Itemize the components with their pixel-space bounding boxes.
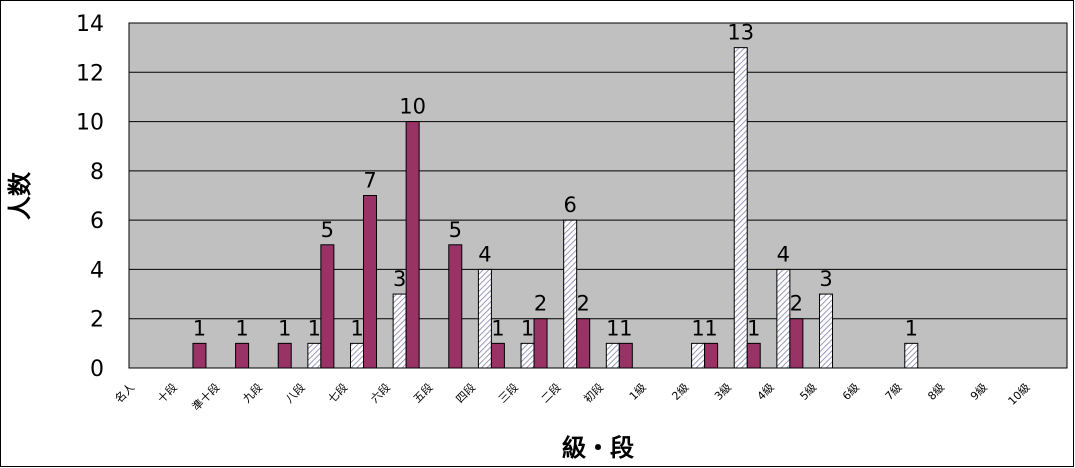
bar	[392, 293, 407, 369]
data-label: 1	[691, 316, 704, 340]
bar	[477, 268, 492, 369]
bar	[563, 219, 578, 369]
y-tick-label: 14	[76, 12, 104, 37]
x-tick-label: 二段	[538, 380, 563, 405]
plot-area	[128, 22, 1068, 369]
bar	[576, 318, 591, 369]
data-label: 1	[619, 316, 632, 340]
x-tick-label: 2級	[669, 381, 691, 403]
y-tick-label: 12	[76, 61, 104, 86]
x-axis-title: 級・段	[562, 434, 634, 462]
x-tick-label: 初段	[581, 380, 606, 405]
x-tick-label: 十段	[154, 380, 179, 405]
gridlines	[129, 22, 1067, 320]
bar	[448, 244, 463, 369]
data-label: 1	[704, 316, 717, 340]
y-tick-label: 10	[76, 111, 104, 136]
x-tick-label: 10級	[1006, 381, 1033, 408]
x-tick-label: 準十段	[189, 380, 222, 413]
bar	[405, 121, 420, 369]
data-label: 2	[790, 292, 803, 316]
data-label: 1	[235, 316, 248, 340]
data-label: 7	[363, 169, 376, 193]
y-axis-title: 人数	[6, 171, 34, 220]
data-label: 1	[606, 316, 619, 340]
x-tick-label: 名人	[112, 380, 137, 405]
bar	[307, 342, 322, 369]
bar	[320, 244, 335, 369]
category-labels: 名人 十段 準十段 九段 八段 七段 六段 五段 四段 三段 二段 初段 1級 2級 3級 4級 5級 6級 7級 8…	[112, 380, 1033, 413]
bars	[192, 47, 919, 369]
x-tick-label: 5級	[797, 381, 819, 403]
bar	[618, 342, 633, 369]
bar	[192, 342, 207, 369]
data-label: 4	[478, 242, 491, 266]
y-tick-label: 6	[90, 209, 104, 234]
bar	[490, 342, 505, 369]
x-tick-label: 七段	[325, 380, 350, 405]
bar	[704, 342, 719, 369]
x-tick-label: 三段	[495, 380, 520, 405]
bar	[235, 342, 250, 369]
bar	[520, 342, 535, 369]
data-label: 2	[534, 292, 547, 316]
data-label: 6	[563, 193, 576, 217]
y-tick-label: 8	[90, 160, 104, 185]
bar	[691, 342, 706, 369]
bar	[277, 342, 292, 369]
data-label: 1	[491, 316, 504, 340]
x-tick-label: 8級	[925, 381, 947, 403]
bar	[904, 342, 919, 369]
bar	[746, 342, 761, 369]
bar	[363, 195, 377, 369]
data-label: 1	[350, 316, 363, 340]
data-label: 1	[747, 316, 760, 340]
bar	[733, 47, 748, 369]
x-tick-label: 7級	[883, 381, 905, 403]
y-tick-label: 0	[90, 357, 104, 382]
x-tick-label: 八段	[282, 380, 307, 405]
bar	[533, 318, 548, 369]
data-label: 4	[777, 242, 790, 266]
bar	[776, 268, 791, 369]
y-tick-label: 4	[90, 258, 104, 283]
x-tick-label: 9級	[968, 381, 990, 403]
data-label: 10	[399, 95, 426, 119]
x-tick-label: 九段	[240, 380, 265, 405]
x-tick-label: 四段	[453, 380, 478, 405]
data-label: 2	[576, 292, 589, 316]
bar	[789, 318, 804, 369]
x-tick-label: 3級	[712, 381, 734, 403]
data-label: 1	[278, 316, 291, 340]
data-label: 1	[193, 316, 206, 340]
x-tick-label: 6級	[840, 381, 862, 403]
data-label: 3	[393, 267, 406, 291]
data-label: 5	[449, 218, 462, 242]
x-tick-label: 六段	[367, 380, 392, 405]
y-tick-label: 2	[90, 308, 104, 333]
x-tick-label: 1級	[627, 381, 649, 403]
data-label: 1	[308, 316, 321, 340]
data-label: 3	[819, 267, 832, 291]
data-label: 5	[321, 218, 334, 242]
y-tick-labels: 0 2 4 6 8 10 12 14	[76, 12, 104, 382]
data-label: 1	[521, 316, 534, 340]
bar	[350, 342, 364, 369]
bar	[605, 342, 620, 369]
data-label: 1	[905, 316, 918, 340]
data-label: 13	[727, 21, 754, 45]
x-tick-label: 4級	[755, 381, 777, 403]
bar	[819, 293, 833, 369]
x-tick-label: 五段	[410, 380, 435, 405]
